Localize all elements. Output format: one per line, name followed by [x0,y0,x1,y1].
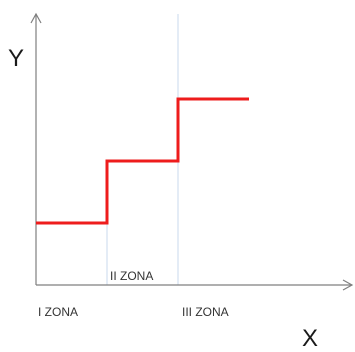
x-axis-title: X [302,325,318,352]
y-axis-arrow-icon [30,12,42,24]
zone-label: II ZONA [110,269,153,283]
step-series-line [36,97,249,225]
x-axis-arrow-icon [342,279,354,291]
zone-label: III ZONA [182,305,229,319]
axes [30,12,354,291]
zone-labels: I ZONA II ZONA III ZONA [38,269,229,319]
zone-label: I ZONA [38,305,78,319]
y-axis-title: Y [8,45,24,72]
zone-boundary-lines [106,14,179,285]
series-group [36,97,249,225]
